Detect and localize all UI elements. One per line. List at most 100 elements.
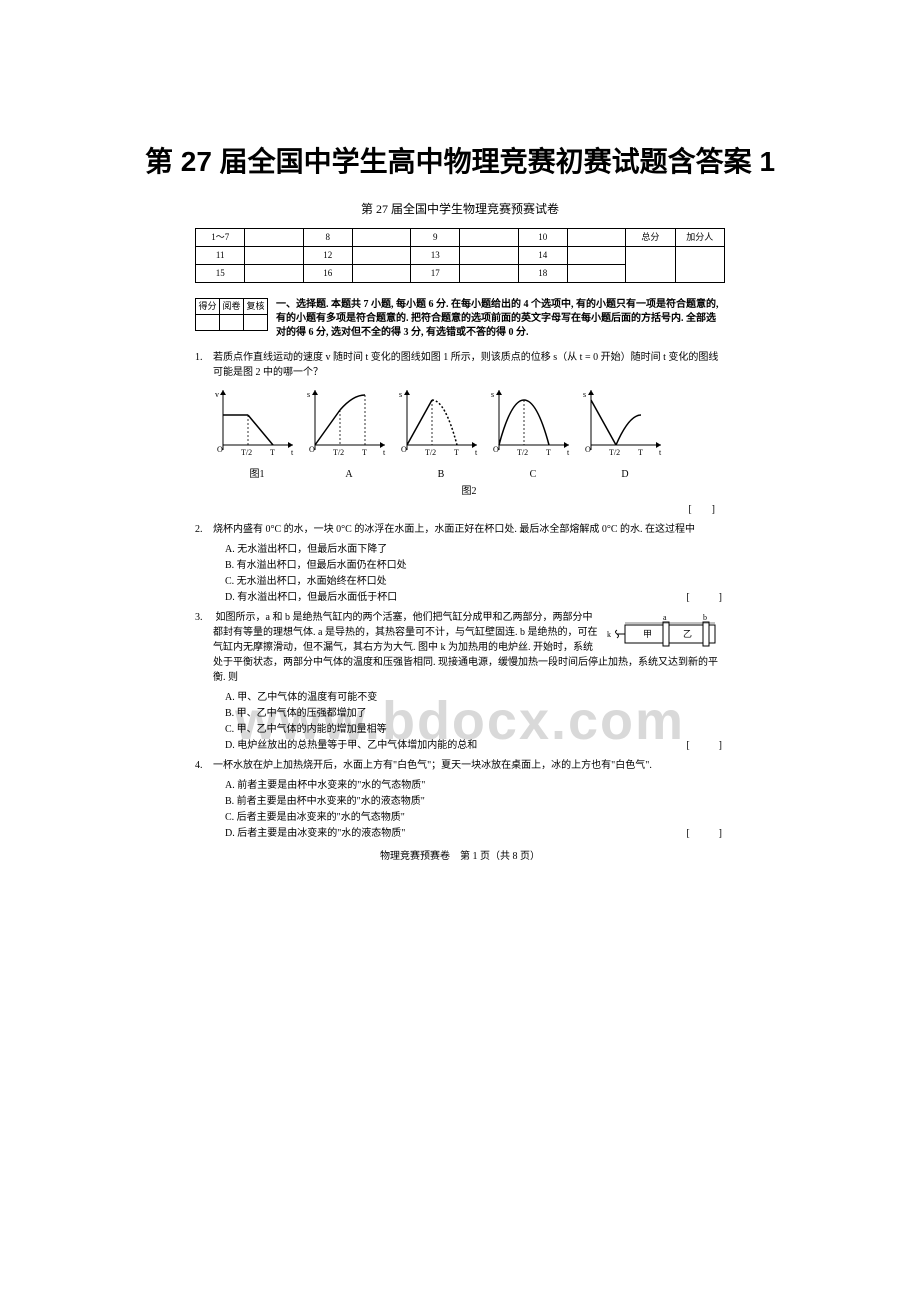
cell	[675, 247, 724, 283]
answer-bracket: [ ]	[686, 590, 725, 605]
fig-label: A	[305, 467, 393, 482]
option-d: D. 电炉丝放出的总热量等于甲、乙中气体增加内能的总和[ ]	[195, 738, 725, 753]
section-intro-block: 得分 阅卷 复核 一、选择题. 本题共 7 小题, 每小题 6 分. 在每小题给…	[195, 298, 725, 340]
svg-text:t: t	[567, 448, 570, 457]
cell: 复核	[244, 299, 268, 315]
figure-b: s O T/2 T t B	[397, 385, 485, 482]
exam-content: 第 27 届全国中学生物理竞赛预赛试卷 1～7 8 9 10 总分 加分人 11…	[195, 200, 725, 864]
cell: 13	[411, 247, 460, 265]
cell	[245, 247, 303, 265]
table-row: 11 12 13 14	[196, 247, 725, 265]
qnum: 2.	[195, 522, 213, 537]
qtext: 烧杯内盛有 0°C 的水，一块 0°C 的冰浮在水面上，水面正好在杯口处. 最后…	[213, 524, 695, 535]
option-c: C. 甲、乙中气体的内能的增加量相等	[195, 722, 725, 737]
section-intro-text: 一、选择题. 本题共 7 小题, 每小题 6 分. 在每小题给出的 4 个选项中…	[195, 298, 725, 340]
cell: 18	[518, 265, 567, 283]
option-a: A. 无水溢出杯口，但最后水面下降了	[195, 542, 725, 557]
figure-a: s O T/2 T t A	[305, 385, 393, 482]
svg-text:T/2: T/2	[241, 448, 252, 457]
qtext: 若质点作直线运动的速度 v 随时间 t 变化的图线如图 1 所示，则该质点的位移…	[213, 352, 718, 378]
svg-text:O: O	[585, 445, 591, 454]
fig-label: C	[489, 467, 577, 482]
svg-text:O: O	[401, 445, 407, 454]
cell	[352, 265, 410, 283]
svg-text:O: O	[217, 445, 223, 454]
svg-text:v: v	[215, 390, 219, 399]
svg-text:s: s	[399, 390, 402, 399]
option-b: B. 甲、乙中气体的压强都增加了	[195, 706, 725, 721]
cell	[568, 247, 626, 265]
cell: 12	[303, 247, 352, 265]
qnum: 3.	[195, 610, 213, 625]
svg-text:k: k	[607, 630, 611, 639]
cell	[352, 247, 410, 265]
svg-text:T/2: T/2	[609, 448, 620, 457]
svg-text:s: s	[583, 390, 586, 399]
fig2-label: 图2	[213, 484, 725, 499]
figure-d: s O T/2 T t D	[581, 385, 669, 482]
cell: 17	[411, 265, 460, 283]
option-a: A. 前者主要是由杯中水变来的"水的气态物质"	[195, 778, 725, 793]
question-3: 3. a b k 甲 乙 如图所示，a 和 b 是绝热气缸内的两个活塞，他们把气…	[195, 610, 725, 685]
svg-text:甲: 甲	[643, 629, 652, 639]
question-2: 2.烧杯内盛有 0°C 的水，一块 0°C 的冰浮在水面上，水面正好在杯口处. …	[195, 522, 725, 537]
answer-bracket: [ ]	[686, 826, 725, 841]
cell: 16	[303, 265, 352, 283]
reviewer-table: 得分 阅卷 复核	[195, 298, 268, 331]
question-4: 4.一杯水放在炉上加热烧开后，水面上方有"白色气"；夏天一块冰放在桌面上，冰的上…	[195, 758, 725, 773]
fig-label: D	[581, 467, 669, 482]
cell: 9	[411, 229, 460, 247]
cell	[626, 247, 675, 283]
cell	[460, 229, 518, 247]
answer-bracket: [ ]	[686, 738, 725, 753]
svg-text:T/2: T/2	[333, 448, 344, 457]
cell: 阅卷	[220, 299, 244, 315]
cell: 14	[518, 247, 567, 265]
svg-text:t: t	[291, 448, 294, 457]
svg-text:T/2: T/2	[425, 448, 436, 457]
svg-text:a: a	[663, 613, 667, 622]
question-1: 1.若质点作直线运动的速度 v 随时间 t 变化的图线如图 1 所示，则该质点的…	[195, 350, 725, 380]
svg-text:乙: 乙	[683, 629, 692, 639]
svg-text:T: T	[454, 448, 459, 457]
cylinder-figure: a b k 甲 乙	[605, 610, 725, 650]
svg-text:T/2: T/2	[517, 448, 528, 457]
cell: 10	[518, 229, 567, 247]
figure-c: s O T/2 T t C	[489, 385, 577, 482]
cell	[460, 265, 518, 283]
page-title: 第 27 届全国中学生高中物理竞赛初赛试题含答案 1	[0, 0, 920, 200]
qnum: 4.	[195, 758, 213, 773]
svg-text:T: T	[638, 448, 643, 457]
cell: 8	[303, 229, 352, 247]
svg-text:b: b	[703, 613, 707, 622]
svg-text:s: s	[491, 390, 494, 399]
qtext: 一杯水放在炉上加热烧开后，水面上方有"白色气"；夏天一块冰放在桌面上，冰的上方也…	[213, 760, 652, 771]
option-c: C. 无水溢出杯口，水面始终在杯口处	[195, 574, 725, 589]
cell	[460, 247, 518, 265]
fig-label: B	[397, 467, 485, 482]
svg-text:s: s	[307, 390, 310, 399]
score-table: 1～7 8 9 10 总分 加分人 11 12 13 14 15 16	[195, 228, 725, 283]
svg-text:T: T	[546, 448, 551, 457]
cell: 加分人	[675, 229, 724, 247]
table-row: 1～7 8 9 10 总分 加分人	[196, 229, 725, 247]
fig-label: 图1	[213, 467, 301, 482]
cell: 总分	[626, 229, 675, 247]
figure-1: v O T/2 T t 图1	[213, 385, 301, 482]
svg-text:T: T	[362, 448, 367, 457]
page-footer: 物理竞赛预赛卷 第 1 页（共 8 页）	[195, 849, 725, 864]
option-d: D. 有水溢出杯口，但最后水面低于杯口[ ]	[195, 590, 725, 605]
cell: 1～7	[196, 229, 245, 247]
cell	[245, 265, 303, 283]
cell	[568, 265, 626, 283]
option-b: B. 有水溢出杯口，但最后水面仍在杯口处	[195, 558, 725, 573]
cell: 11	[196, 247, 245, 265]
svg-text:O: O	[309, 445, 315, 454]
cell	[245, 229, 303, 247]
q1-figures: v O T/2 T t 图1 s	[195, 385, 725, 499]
svg-text:O: O	[493, 445, 499, 454]
option-b: B. 前者主要是由杯中水变来的"水的液态物质"	[195, 794, 725, 809]
svg-text:t: t	[383, 448, 386, 457]
subtitle: 第 27 届全国中学生物理竞赛预赛试卷	[195, 200, 725, 218]
cell	[568, 229, 626, 247]
